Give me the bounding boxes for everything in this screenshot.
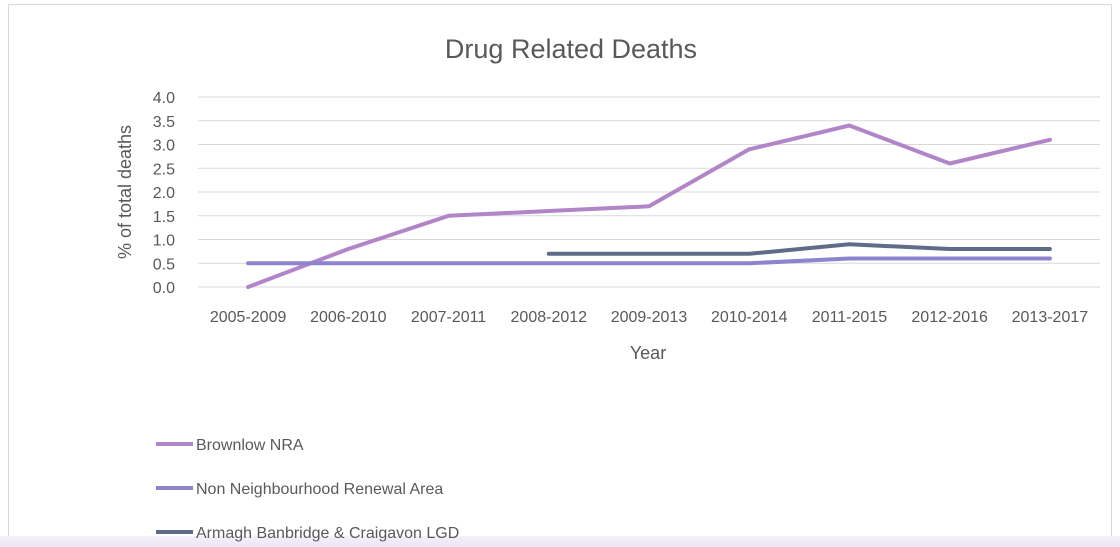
- x-axis-label: Year: [630, 343, 666, 363]
- x-tick-label: 2007-2011: [411, 309, 486, 326]
- x-tick-label: 2011-2015: [812, 309, 887, 326]
- y-axis-ticks: 0.0 0.5 1.0 1.5 2.0 2.5 3.0 3.5 4.0: [153, 90, 175, 297]
- y-tick-label: 0.5: [153, 256, 175, 273]
- y-tick-label: 1.0: [153, 233, 175, 250]
- y-tick-label: 0.0: [153, 280, 175, 297]
- y-tick-label: 3.0: [153, 138, 175, 155]
- y-tick-label: 1.5: [153, 209, 175, 226]
- x-tick-label: 2013-2017: [1012, 309, 1089, 326]
- series-line: [246, 123, 1052, 289]
- series-line: [246, 256, 1052, 266]
- x-tick-label: 2005-2009: [210, 309, 287, 326]
- y-tick-label: 2.0: [153, 185, 175, 202]
- y-tick-label: 4.0: [153, 90, 175, 107]
- bottom-band: [0, 536, 1120, 547]
- y-axis-label: % of total deaths: [115, 125, 135, 259]
- x-tick-label: 2012-2016: [911, 309, 988, 326]
- x-tick-label: 2008-2012: [511, 309, 588, 326]
- chart-area: [8, 4, 1112, 540]
- x-axis-ticks: 2005-2009 2006-2010 2007-2011 2008-2012 2009…: [210, 309, 1088, 326]
- y-tick-label: 3.5: [153, 114, 175, 131]
- legend-label: Brownlow NRA: [196, 437, 304, 454]
- chart-title: Drug Related Deaths: [445, 34, 697, 64]
- legend-label: Armagh Banbridge & Craigavon LGD: [196, 525, 459, 542]
- legend: Brownlow NRA Non Neighbourhood Renewal Ar…: [156, 437, 459, 542]
- series-lines: [246, 123, 1052, 289]
- x-tick-label: 2009-2013: [611, 309, 688, 326]
- legend-label: Non Neighbourhood Renewal Area: [196, 481, 443, 498]
- x-tick-label: 2006-2010: [310, 309, 387, 326]
- gridlines: [198, 96, 1100, 288]
- series-line: [546, 242, 1052, 256]
- x-tick-label: 2010-2014: [711, 309, 788, 326]
- y-tick-label: 2.5: [153, 161, 175, 178]
